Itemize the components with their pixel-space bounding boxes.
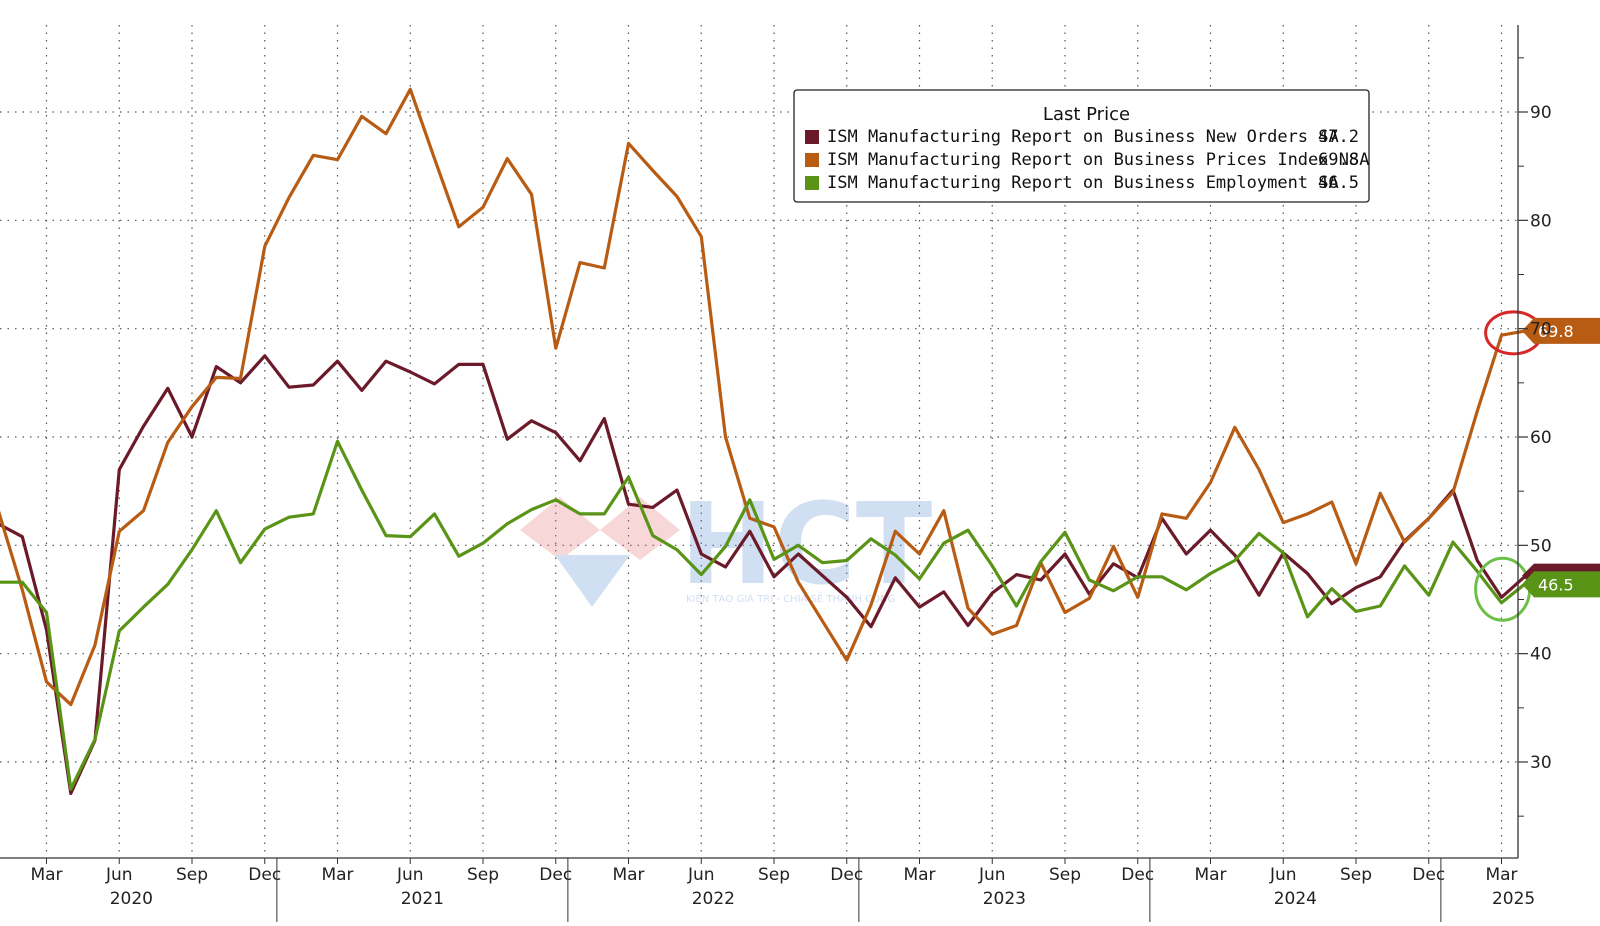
prices-badge-text: 69.8: [1538, 322, 1574, 341]
series-line-2: [0, 439, 1528, 791]
x-tick-label: Sep: [467, 865, 499, 885]
x-tick-label: Dec: [1121, 865, 1154, 885]
x-tick-label: Jun: [105, 865, 133, 885]
legend-label-1: ISM Manufacturing Report on Business Pri…: [827, 150, 1369, 170]
x-tick-label: Sep: [176, 865, 208, 885]
x-tick-label: Mar: [321, 865, 353, 885]
watermark-diamond-red: [520, 497, 600, 560]
legend-swatch-0: [805, 130, 819, 144]
y-tick-label: 70: [1530, 320, 1552, 340]
watermark-diamond-blue: [555, 555, 630, 607]
year-label: 2020: [110, 889, 153, 909]
y-tick-label: 60: [1530, 428, 1552, 448]
legend-swatch-1: [805, 153, 819, 167]
x-tick-label: Dec: [248, 865, 281, 885]
watermark-text: HCT: [680, 480, 932, 610]
watermark-diamond-red: [600, 497, 680, 560]
year-label: 2024: [1274, 889, 1317, 909]
series-line-0: [0, 354, 1528, 796]
legend-label-2: ISM Manufacturing Report on Business Emp…: [827, 173, 1339, 193]
y-tick-label: 40: [1530, 645, 1552, 665]
highlight-annotations: 69.8 46.5: [1474, 310, 1600, 622]
x-tick-label: Jun: [1269, 865, 1297, 885]
series-lines: [0, 87, 1528, 796]
watermark-subtext: KIẾN TẠO GIÁ TRỊ - CHIA SẺ THÀNH CÔNG: [686, 591, 895, 605]
year-label: 2022: [692, 889, 735, 909]
employment-highlight-circle: [1474, 556, 1532, 622]
legend-title: Last Price: [1043, 104, 1130, 125]
x-tick-label: Sep: [1340, 865, 1372, 885]
y-tick-label: 50: [1530, 536, 1552, 556]
series-line-1: [0, 87, 1528, 707]
legend-swatch-2: [805, 176, 819, 190]
x-tick-label: Dec: [539, 865, 572, 885]
x-tick-label: Jun: [978, 865, 1006, 885]
legend-box: [793, 89, 1370, 203]
x-tick-label: Jun: [396, 865, 424, 885]
prices-badge: 69.8: [1522, 317, 1600, 344]
legend-label-0: ISM Manufacturing Report on Business New…: [827, 127, 1339, 147]
legend-value-0: 47.2: [1318, 127, 1359, 147]
x-tick-label: Dec: [1412, 865, 1445, 885]
x-tick-label: Sep: [758, 865, 790, 885]
x-tick-label: Sep: [1049, 865, 1081, 885]
x-tick-label: Mar: [1194, 865, 1226, 885]
year-label: 2023: [983, 889, 1026, 909]
axes: 30 40 50 60 70 80 90 Mar Jun Sep Dec Mar Jun Sep Dec Ma…: [0, 25, 1552, 922]
legend-value-2: 46.5: [1318, 173, 1359, 193]
legend-value-1: 69.8: [1318, 150, 1359, 170]
employment-badge-shape: [1522, 571, 1600, 598]
x-tick-label: Dec: [830, 865, 863, 885]
x-tick-label: Mar: [612, 865, 644, 885]
x-tick-label: Jun: [687, 865, 715, 885]
year-label: 2021: [401, 889, 444, 909]
employment-badge: 46.5: [1522, 571, 1600, 598]
employment-badge-text: 46.5: [1538, 575, 1574, 594]
x-tick-label: Mar: [1485, 865, 1517, 885]
x-tick-label: Mar: [30, 865, 62, 885]
y-tick-label: 80: [1530, 211, 1552, 231]
y-tick-label: 30: [1530, 753, 1552, 773]
x-tick-label: Mar: [903, 865, 935, 885]
prices-badge-shape: [1522, 317, 1600, 344]
y-tick-label: 90: [1530, 103, 1552, 123]
year-label: 2025: [1492, 889, 1535, 909]
